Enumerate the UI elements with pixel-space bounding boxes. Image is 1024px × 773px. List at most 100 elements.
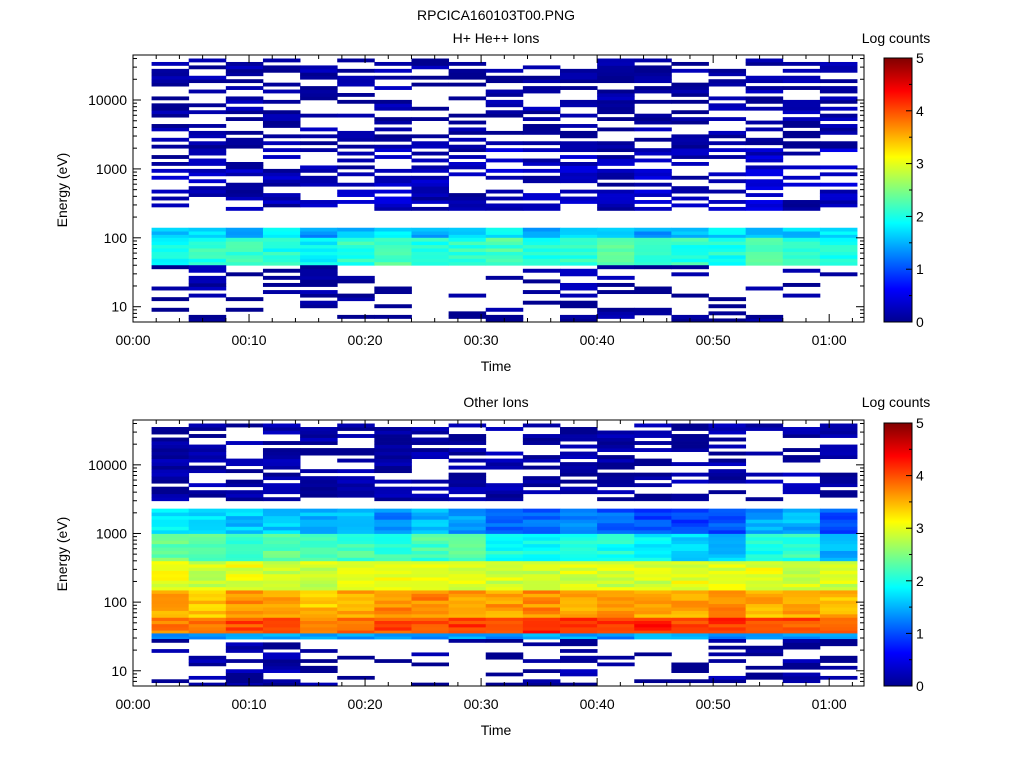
heatmap-cell: [188, 627, 227, 631]
y-tick-label: 10: [111, 663, 127, 679]
heatmap-cell: [819, 141, 858, 146]
heatmap-cell: [262, 600, 301, 605]
heatmap-cell: [262, 630, 301, 634]
heatmap-cell: [782, 200, 821, 204]
heatmap-cell: [300, 437, 338, 442]
heatmap-cell: [560, 231, 598, 235]
heatmap-cell: [262, 519, 301, 524]
heatmap-cell: [560, 547, 598, 551]
heatmap-cell: [262, 237, 301, 242]
colorbar-tick-label: 2: [916, 208, 924, 224]
heatmap-cell: [560, 134, 598, 139]
heatmap-cell: [448, 148, 487, 153]
heatmap-cell: [560, 636, 598, 640]
heatmap-cell: [485, 553, 524, 558]
heatmap-cell: [597, 627, 635, 631]
heatmap-cell: [300, 182, 338, 187]
heatmap-cell: [560, 469, 598, 474]
heatmap-cell: [560, 430, 598, 435]
x-tick-label: 00:00: [115, 696, 150, 712]
heatmap-cell: [560, 627, 598, 631]
heatmap-cell: [151, 110, 190, 115]
heatmap-cell: [337, 427, 375, 431]
heatmap-cell: [225, 682, 264, 687]
heatmap-cell: [522, 508, 561, 513]
heatmap-cell: [262, 200, 301, 204]
heatmap-cell: [337, 79, 375, 84]
heatmap-cell: [151, 547, 190, 551]
heatmap-cell: [151, 550, 190, 555]
heatmap-cell: [188, 469, 227, 474]
heatmap-cell: [708, 633, 747, 637]
heatmap-cell: [485, 560, 524, 565]
heatmap-cell: [671, 448, 709, 452]
heatmap-cell: [634, 600, 672, 605]
heatmap-cell: [671, 590, 709, 594]
heatmap-cell: [151, 455, 190, 460]
heatmap-cell: [411, 627, 450, 631]
heatmap-cell: [188, 258, 227, 263]
heatmap-cell: [634, 512, 672, 517]
heatmap-cell: [522, 124, 561, 128]
heatmap-cell: [782, 617, 821, 621]
heatmap-cell: [634, 596, 672, 601]
heatmap-cell: [448, 596, 487, 601]
heatmap-cell: [374, 627, 412, 631]
heatmap-cell: [300, 543, 338, 548]
heatmap-cell: [782, 483, 821, 488]
heatmap-cell: [745, 627, 784, 631]
heatmap-cell: [671, 82, 709, 87]
heatmap-cell: [522, 106, 561, 111]
heatmap-cell: [151, 137, 190, 142]
heatmap-cell: [560, 512, 598, 517]
heatmap-cell: [374, 290, 412, 295]
heatmap-cell: [374, 620, 412, 625]
heatmap-cell: [745, 526, 784, 531]
heatmap-cell: [745, 675, 784, 680]
heatmap-cell: [485, 314, 524, 319]
heatmap-cell: [448, 244, 487, 249]
heatmap-cell: [782, 124, 821, 128]
heatmap-cell: [745, 203, 784, 208]
heatmap-cell: [188, 168, 227, 173]
colorbar-tick-label: 5: [916, 50, 924, 66]
heatmap-cell: [782, 68, 821, 73]
heatmap-cell: [634, 200, 672, 204]
heatmap-cell: [188, 318, 227, 323]
heatmap-cell: [448, 434, 487, 438]
heatmap-cell: [745, 165, 784, 170]
heatmap-cell: [671, 540, 709, 545]
heatmap-cell: [262, 268, 301, 273]
heatmap-cell: [819, 613, 858, 618]
heatmap-cell: [448, 227, 487, 232]
heatmap-cell: [485, 75, 524, 80]
heatmap-cell: [188, 265, 227, 270]
heatmap-cell: [597, 206, 635, 211]
heatmap-cell: [560, 586, 598, 591]
heatmap-cell: [448, 560, 487, 565]
heatmap-cell: [411, 189, 450, 194]
heatmap-cell: [708, 304, 747, 309]
heatmap-cell: [300, 258, 338, 263]
heatmap-cell: [708, 557, 747, 562]
heatmap-cell: [262, 593, 301, 598]
heatmap-cell: [671, 148, 709, 153]
heatmap-cell: [634, 613, 672, 618]
heatmap-cell: [597, 586, 635, 591]
heatmap-cell: [188, 577, 227, 581]
heatmap-cell: [411, 200, 450, 204]
heatmap-cell: [262, 512, 301, 517]
heatmap-cell: [300, 636, 338, 640]
heatmap-cell: [634, 237, 672, 242]
heatmap-cell: [188, 586, 227, 591]
heatmap-cell: [151, 248, 190, 252]
heatmap-cell: [374, 560, 412, 565]
heatmap-cell: [225, 522, 264, 527]
heatmap-cell: [448, 206, 487, 211]
heatmap-cell: [522, 573, 561, 578]
heatmap-cell: [522, 261, 561, 266]
heatmap-cell: [337, 99, 375, 104]
heatmap-cell: [374, 623, 412, 628]
heatmap-cell: [782, 144, 821, 149]
